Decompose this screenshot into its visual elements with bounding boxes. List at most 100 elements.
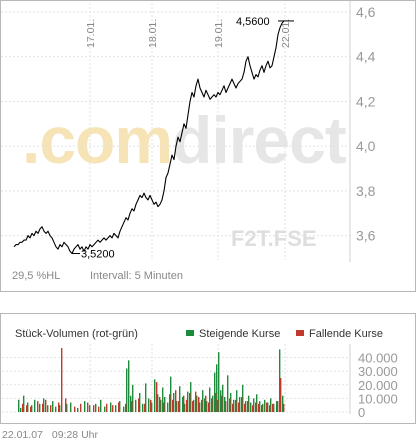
volume-bar-down [58,402,60,412]
volume-bar-down [195,391,197,412]
volume-bar-down [261,405,263,412]
volume-bar-up [145,383,147,412]
price-x-tick-label: 18.01. [147,19,159,48]
volume-bar-up [253,398,255,412]
volume-bar-down [241,397,243,412]
volume-bar-down [201,399,203,412]
volume-bar-up [230,393,232,412]
volume-bar-up [39,403,41,412]
volume-y-tick-label: 40.000 [358,351,398,366]
volume-bar-up [170,376,172,412]
volume-bar-down [269,405,271,412]
volume-bar-down [175,390,177,412]
volume-bar-up [173,393,175,412]
volume-y-tick-label: 10.000 [358,391,398,406]
price-x-tick-label: 17.01. [85,19,97,48]
volume-bar-up [259,401,261,412]
volume-bar-down [156,382,158,412]
interval-label: Intervall: 5 Minuten [90,270,183,282]
volume-bar-up [282,395,284,412]
legend-swatch [186,330,194,336]
volume-bar-up [27,402,29,412]
volume-bar-down [37,401,39,412]
volume-bar-up [110,402,112,412]
volume-bar-down [238,402,240,412]
price-y-tick-label: 4,0 [356,138,376,154]
min-label: 3,5200 [81,249,115,261]
volume-bar-up [218,352,220,412]
price-y-tick-label: 4,6 [356,4,376,20]
price-y-ticks: 3,6 3,8 4,0 4,2 4,4 4,6 [356,4,376,244]
volume-bar-up [279,349,281,412]
volume-bar-down [235,399,237,412]
volume-bar-up [276,401,278,412]
volume-bar-down [217,399,219,412]
volume-bar-down [221,395,223,412]
volume-bar-up [151,402,153,412]
volume-bar-up [142,403,144,412]
volume-bar-up [66,403,68,412]
volume-bar-up [190,382,192,412]
volume-bar-up [233,399,235,412]
volume-bar-up [160,399,162,412]
volume-bar-up [139,393,141,412]
price-line [13,20,285,255]
volume-bar-down [198,397,200,412]
volume-bar-up [126,368,128,412]
price-y-tick-label: 3,6 [356,228,376,244]
volume-bar-up [135,399,137,412]
volume-bar-down [138,398,140,412]
volume-bar-down [93,405,95,412]
volume-bar-up [224,397,226,412]
volume-bar-down [255,402,257,412]
volume-bar-down [266,402,268,412]
volume-bar-down [61,348,63,412]
watermark-part2: direct [172,103,347,177]
volume-bar-up [70,402,72,412]
volume-bar-up [209,387,211,412]
price-x-ticks: 17.01. 18.01. 19.01. 22.01. [85,19,292,48]
volume-bar-up [242,384,244,412]
volume-bar-up [20,407,22,412]
volume-bar-up [196,395,198,412]
price-annotations: 4,5600 3,5200 [72,16,294,261]
price-y-tick-label: 4,4 [356,49,376,65]
volume-bar-down [163,402,165,412]
volume-bar-down [150,399,152,412]
stat-hl: 29,5 %HL [12,270,60,282]
volume-bar-up [256,394,258,412]
volume-bar-down [118,402,120,412]
volume-bar-down [131,401,133,412]
volume-bar-up [199,402,201,412]
volume-bar-up [202,390,204,412]
volume-bar-down [280,378,282,412]
volume-bar-up [47,405,49,412]
volume-bar-up [222,384,224,412]
volume-bar-up [77,407,79,412]
volume-bar-down [98,406,100,412]
symbol-watermark: F2T.FSE [231,226,317,251]
volume-bar-up [34,399,36,412]
volume-bar-down [106,403,108,412]
volume-bar-down [87,402,89,412]
price-x-tick-label: 19.01. [213,19,225,48]
volume-bar-down [205,395,207,412]
volume-bar-up [182,397,184,412]
volume-bar-down [178,401,180,412]
volume-bar-up [216,364,218,412]
price-x-tick-label: 22.01. [280,19,292,48]
volume-bar-down [65,398,67,412]
volume-bar-up [167,402,169,412]
volume-bar-down [172,399,174,412]
volume-bar-up [31,405,33,412]
volume-bar-down [229,398,231,412]
volume-bar-down [112,405,114,412]
volume-bar-up [179,386,181,412]
volume-title: Stück-Volumen (rot-grün) [15,328,138,340]
volume-bar-down [186,399,188,412]
volume-bar-down [183,395,185,412]
price-grid [1,1,351,262]
volume-bar-up [270,398,272,412]
